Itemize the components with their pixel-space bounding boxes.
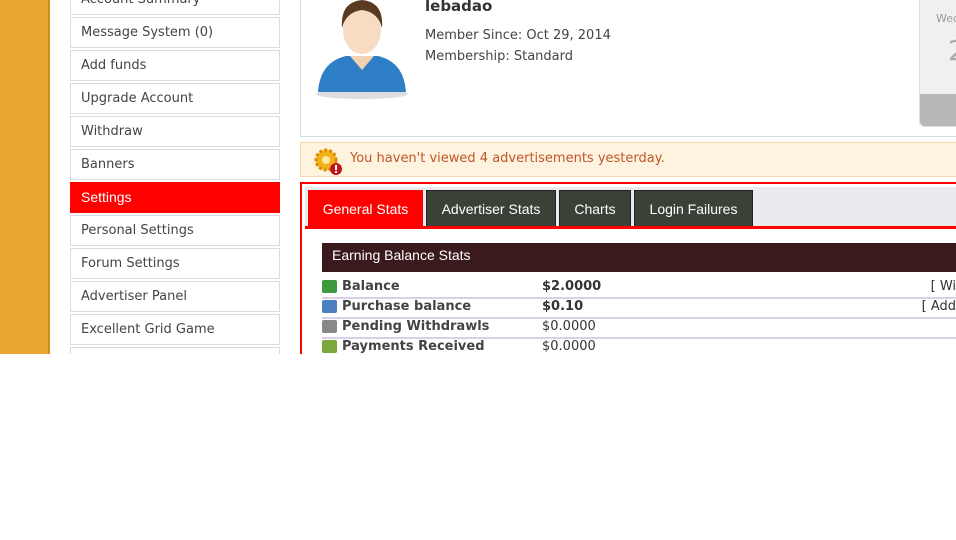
tab[interactable]: General Stats bbox=[308, 190, 423, 227]
tab[interactable]: Charts bbox=[559, 190, 631, 227]
avatar bbox=[316, 0, 408, 99]
row-action[interactable]: [ Wi bbox=[930, 279, 956, 294]
tab-underline bbox=[305, 226, 956, 229]
side-strip bbox=[0, 0, 48, 354]
stats-panel bbox=[300, 182, 956, 354]
menu-item[interactable]: Upgrade Account bbox=[70, 83, 280, 114]
row-label: Pending Withdrawls bbox=[342, 319, 490, 334]
menu-item[interactable]: Add funds bbox=[70, 50, 280, 81]
menu-item[interactable] bbox=[70, 347, 280, 354]
row-action[interactable]: [ Add bbox=[921, 299, 956, 314]
stats-row: Payments Received $0.0000 bbox=[322, 337, 956, 354]
app: Account Summary Message System (0)Add fun… bbox=[0, 0, 956, 354]
stats-row: Balance $2.0000 [ Wi bbox=[322, 277, 956, 299]
row-value: $2.0000 bbox=[542, 279, 602, 294]
tab[interactable]: Login Failures bbox=[634, 190, 753, 227]
menu-item[interactable]: Banners bbox=[70, 149, 280, 180]
row-value: $0.0000 bbox=[542, 319, 596, 334]
notice-text: You haven't viewed 4 advertisements yest… bbox=[350, 151, 665, 166]
menu-item[interactable]: Forum Settings bbox=[70, 248, 280, 279]
row-label: Payments Received bbox=[342, 339, 485, 354]
calendar-footer bbox=[920, 94, 956, 126]
stats-header bbox=[322, 243, 956, 272]
menu-item[interactable]: Settings bbox=[70, 182, 280, 213]
menu-item[interactable]: Message System (0) bbox=[70, 17, 280, 48]
member-since: Member Since: Oct 29, 2014 bbox=[425, 28, 611, 43]
menu-item[interactable]: Excellent Grid Game bbox=[70, 314, 280, 345]
row-icon bbox=[322, 340, 337, 353]
row-label: Purchase balance bbox=[342, 299, 472, 314]
membership: Membership: Standard bbox=[425, 49, 574, 64]
calendar-date: 2 bbox=[948, 34, 956, 67]
row-icon bbox=[322, 280, 337, 293]
username: lebadao bbox=[425, 0, 493, 15]
calendar-day: Wed bbox=[936, 12, 956, 25]
tab[interactable]: Advertiser Stats bbox=[426, 190, 556, 227]
row-label: Balance bbox=[342, 279, 400, 294]
stats-title: Earning Balance Stats bbox=[332, 247, 471, 263]
stats-row: Purchase balance $0.10 [ Add bbox=[322, 297, 956, 319]
profile-box bbox=[300, 0, 956, 137]
menu-item[interactable]: Personal Settings bbox=[70, 215, 280, 246]
row-icon bbox=[322, 300, 337, 313]
side-strip-edge bbox=[48, 0, 50, 354]
row-value: $0.0000 bbox=[542, 339, 596, 354]
row-value: $0.10 bbox=[542, 299, 584, 314]
menu-item[interactable]: Account Summary bbox=[70, 0, 280, 15]
stats-row: Pending Withdrawls $0.0000 bbox=[322, 317, 956, 339]
row-icon bbox=[322, 320, 337, 333]
menu-item[interactable]: Advertiser Panel bbox=[70, 281, 280, 312]
notice-bar bbox=[300, 142, 956, 177]
menu-item[interactable]: Withdraw bbox=[70, 116, 280, 147]
calendar: Wed 2 bbox=[919, 0, 956, 127]
notice-icon bbox=[314, 148, 342, 175]
